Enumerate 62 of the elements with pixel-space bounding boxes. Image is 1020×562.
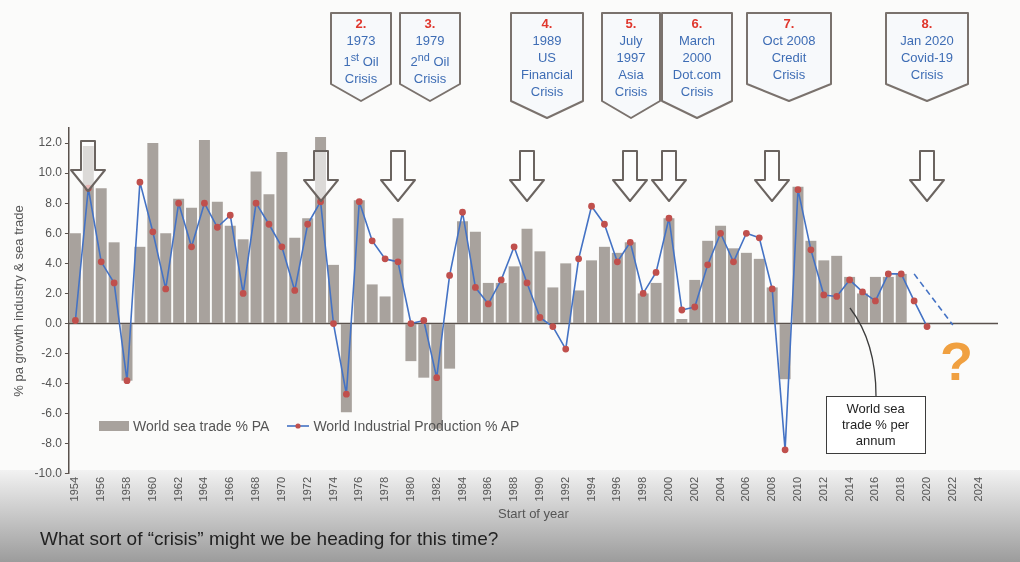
- annotation: World sea trade % per annum: [825, 396, 926, 455]
- x-tick-label: 1978: [378, 476, 391, 502]
- x-axis-title: Start of year: [498, 505, 570, 521]
- x-tick-label: 2018: [894, 476, 907, 502]
- x-tick-label: 1990: [532, 476, 545, 502]
- x-tick-label: 2016: [868, 476, 881, 502]
- x-tick-label: 1968: [249, 476, 262, 502]
- x-tick-label: 1960: [145, 476, 158, 502]
- x-tick-label: 2006: [739, 476, 752, 502]
- x-tick-label: 1962: [171, 476, 184, 502]
- y-tick-label: -6.0: [41, 406, 63, 421]
- text: 6. March 2000 Dot.com Crisis: [671, 15, 723, 100]
- text: 8. Jan 2020 Covid-19 Crisis: [899, 15, 955, 83]
- y-tick-label: -4.0: [41, 376, 63, 390]
- x-tick-label: 2010: [791, 476, 804, 502]
- annotation: ?: [940, 330, 973, 392]
- y-tick-label: -10.0: [34, 466, 63, 481]
- x-tick-label: 1966: [223, 476, 236, 502]
- x-tick-label: 1972: [300, 476, 313, 502]
- x-tick-label: 1956: [94, 476, 107, 502]
- y-tick-label: 12.0: [38, 135, 63, 150]
- text: 5. July 1997 Asia Crisis: [613, 15, 649, 100]
- text: 4. 1989 US Financial Crisis: [520, 15, 574, 100]
- y-tick-label: 10.0: [38, 165, 63, 180]
- x-tick-label: 2002: [687, 476, 700, 502]
- x-tick-label: 2012: [816, 476, 829, 502]
- y-tick-label: 6.0: [45, 225, 63, 240]
- x-tick-label: 1970: [274, 476, 287, 502]
- text: 2. 1973 1$^{st}$ Oil Crisis: [342, 15, 380, 88]
- x-tick-label: 1988: [507, 476, 520, 502]
- y-tick-label: -2.0: [41, 345, 63, 360]
- x-tick-label: 1996: [610, 476, 623, 502]
- x-tick-label: 2000: [661, 476, 674, 502]
- x-tick-label: 2008: [765, 476, 778, 502]
- x-tick-label: 2014: [842, 476, 855, 502]
- y-tick-label: 0.0: [45, 315, 63, 330]
- x-tick-label: 1984: [455, 476, 468, 502]
- x-tick-label: 1986: [481, 476, 494, 502]
- y-tick-label: -8.0: [41, 436, 63, 451]
- text: 3. 1979 2$^{nd}$ Oil Crisis: [409, 15, 451, 88]
- x-tick-label: 2024: [971, 476, 984, 502]
- y-axis-title: % pa growth industry & sea trade: [11, 205, 27, 397]
- legend-label: World sea trade % PA: [132, 418, 270, 435]
- x-tick-label: 1982: [429, 476, 442, 502]
- x-tick-label: 1980: [403, 476, 416, 502]
- text: What sort of “crisis” might we be heading for this time?: [40, 528, 499, 550]
- x-tick-label: 1994: [584, 476, 597, 502]
- y-tick-label: 2.0: [45, 285, 63, 300]
- x-tick-label: 1992: [558, 476, 571, 502]
- text: 7. Oct 2008 Credit Crisis: [761, 15, 817, 83]
- y-tick-label: 8.0: [45, 195, 63, 210]
- x-tick-label: 1974: [326, 476, 339, 502]
- legend-label: World Industrial Production % AP: [313, 418, 520, 435]
- x-tick-label: 1954: [68, 476, 81, 502]
- x-tick-label: 1998: [636, 476, 649, 502]
- x-tick-label: 1958: [120, 476, 133, 502]
- x-tick-label: 2022: [945, 476, 958, 502]
- x-tick-label: 2004: [713, 476, 726, 502]
- y-tick-label: 4.0: [45, 255, 63, 270]
- x-tick-label: 1976: [352, 476, 365, 502]
- x-tick-label: 1964: [197, 476, 210, 502]
- x-tick-label: 2020: [920, 476, 933, 502]
